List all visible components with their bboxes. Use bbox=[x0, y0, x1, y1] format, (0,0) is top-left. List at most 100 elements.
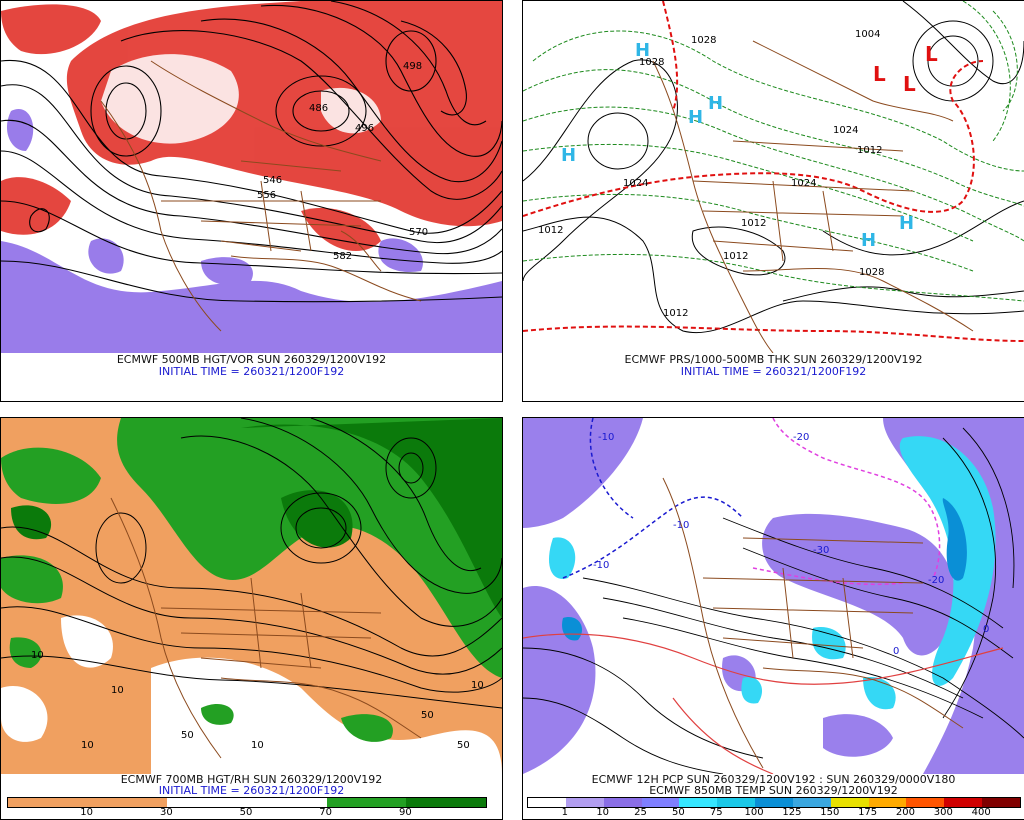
temperature-label: -20 bbox=[793, 432, 809, 443]
legend-swatch bbox=[755, 798, 793, 807]
legend-label: 10 bbox=[80, 807, 94, 818]
rh-color-legend bbox=[7, 797, 487, 808]
map-borders bbox=[110, 497, 422, 759]
temperature-label: -10 bbox=[673, 520, 689, 531]
isobar-label: 1028 bbox=[859, 267, 884, 278]
legend-swatch bbox=[565, 798, 604, 807]
legend-label: 30 bbox=[159, 807, 173, 818]
rh-label: 50 bbox=[421, 710, 434, 721]
caption-title: ECMWF 12H PCP SUN 260329/1200V192 : SUN … bbox=[591, 773, 956, 786]
legend-swatch bbox=[446, 798, 486, 807]
caption-title: ECMWF PRS/1000-500MB THK SUN 260329/1200… bbox=[624, 353, 923, 366]
temperature-label: 0 bbox=[983, 624, 989, 635]
rh-label: 10 bbox=[81, 740, 94, 751]
rh-label: 10 bbox=[251, 740, 264, 751]
caption-init-time: INITIAL TIME = 260321/1200F192 bbox=[158, 365, 345, 378]
isobar-label: 1012 bbox=[857, 145, 882, 156]
high-pressure-center: H bbox=[899, 213, 914, 234]
legend-swatch bbox=[679, 798, 718, 807]
legend-label: 300 bbox=[933, 807, 953, 818]
isobar-label: 1012 bbox=[741, 218, 766, 229]
caption-title: ECMWF 500MB HGT/VOR SUN 260329/1200V192 bbox=[116, 353, 387, 366]
legend-swatch bbox=[868, 798, 907, 807]
high-pressure-center: H bbox=[635, 40, 650, 61]
map-borders bbox=[652, 40, 974, 353]
caption-temp: ECMWF 850MB TEMP SUN 260329/1200V192 bbox=[649, 784, 898, 797]
map-700mb-rh: 10 10 50 50 10 50 10 10 bbox=[1, 418, 502, 774]
legend-swatch bbox=[47, 798, 88, 807]
caption-title: ECMWF 700MB HGT/RH SUN 260329/1200V192 bbox=[120, 773, 383, 786]
legend-swatch bbox=[944, 798, 983, 807]
precip-color-legend bbox=[527, 797, 1021, 808]
legend-swatch bbox=[286, 798, 327, 807]
isobar-label: 1024 bbox=[833, 125, 858, 136]
temperature-label: -10 bbox=[593, 560, 609, 571]
legend-swatch bbox=[8, 798, 48, 807]
legend-label: 50 bbox=[672, 807, 685, 818]
height-contours bbox=[1, 1, 502, 303]
panel-500mb: 546 556 570 582 486 496 498 ECMWF 500MB … bbox=[0, 0, 503, 402]
rh-very-high bbox=[11, 418, 502, 618]
high-pressure-center: H bbox=[708, 93, 723, 114]
low-pressure-center: L bbox=[925, 42, 938, 66]
rh-label: 10 bbox=[111, 685, 124, 696]
legend-label: 400 bbox=[971, 807, 991, 818]
caption-init-time: INITIAL TIME = 260321/1200F192 bbox=[158, 784, 345, 797]
high-pressure-center: H bbox=[561, 145, 576, 166]
panel-700mb-rh: 10 10 50 50 10 50 10 10 ECMWF 700MB HGT/… bbox=[0, 417, 503, 820]
temperature-label: 0 bbox=[893, 646, 899, 657]
low-pressure-center: L bbox=[873, 62, 886, 86]
low-pressure-center: L bbox=[903, 72, 916, 96]
legend-swatch bbox=[326, 798, 367, 807]
legend-swatch bbox=[366, 798, 407, 807]
height-contours bbox=[1, 418, 502, 709]
legend-swatch bbox=[603, 798, 642, 807]
legend-label: 70 bbox=[319, 807, 333, 818]
map-500mb: 546 556 570 582 486 496 498 bbox=[1, 1, 502, 353]
legend-swatch bbox=[87, 798, 128, 807]
legend-swatch bbox=[528, 798, 566, 807]
isobar-label: 1004 bbox=[855, 29, 880, 40]
map-precip-850temp: -10 -10 -10 -30 0 0 -20 -20 bbox=[523, 418, 1024, 774]
map-borders bbox=[662, 477, 964, 769]
map-borders bbox=[100, 60, 422, 332]
legend-label: 200 bbox=[895, 807, 915, 818]
temperature-contours bbox=[523, 427, 1024, 774]
isobar-label: 1012 bbox=[723, 251, 748, 262]
legend-label: 10 bbox=[596, 807, 610, 818]
rh-moderate bbox=[1, 447, 502, 774]
thickness-contours bbox=[523, 1, 1024, 302]
isobar-label: 1028 bbox=[639, 57, 664, 68]
legend-label: 175 bbox=[858, 807, 878, 818]
isobar-label: 1012 bbox=[663, 308, 688, 319]
contour-label: 582 bbox=[333, 251, 352, 262]
contour-label: 556 bbox=[257, 190, 276, 201]
rh-label: 10 bbox=[31, 650, 44, 661]
legend-swatch bbox=[127, 798, 168, 807]
legend-swatch bbox=[830, 798, 869, 807]
legend-label: 25 bbox=[634, 807, 647, 818]
legend-label: 1 bbox=[561, 807, 569, 818]
legend-swatch bbox=[906, 798, 945, 807]
panel-precip-850temp: -10 -10 -10 -30 0 0 -20 -20 ECMWF 12H PC… bbox=[522, 417, 1024, 820]
rh-label: 50 bbox=[181, 730, 194, 741]
legend-swatch bbox=[167, 798, 208, 807]
temperature-label: -30 bbox=[813, 545, 829, 556]
legend-swatch bbox=[246, 798, 287, 807]
rh-label: 50 bbox=[457, 740, 470, 751]
legend-swatch bbox=[406, 798, 447, 807]
isobar-label: 1028 bbox=[691, 35, 716, 46]
isobar-label: 1024 bbox=[623, 178, 648, 189]
high-pressure-center: H bbox=[861, 230, 876, 251]
contour-label: 486 bbox=[309, 103, 328, 114]
caption-init-time: INITIAL TIME = 260321/1200F192 bbox=[680, 365, 867, 378]
contour-label: 498 bbox=[403, 61, 422, 72]
contour-label: 496 bbox=[355, 123, 374, 134]
isobar-label: 1012 bbox=[538, 225, 563, 236]
legend-label: 75 bbox=[709, 807, 723, 818]
isotherm-hot bbox=[523, 633, 1004, 774]
high-pressure-center: H bbox=[688, 107, 703, 128]
contour-label: 570 bbox=[409, 227, 428, 238]
legend-swatch bbox=[792, 798, 831, 807]
thickness-540 bbox=[523, 1, 1024, 342]
